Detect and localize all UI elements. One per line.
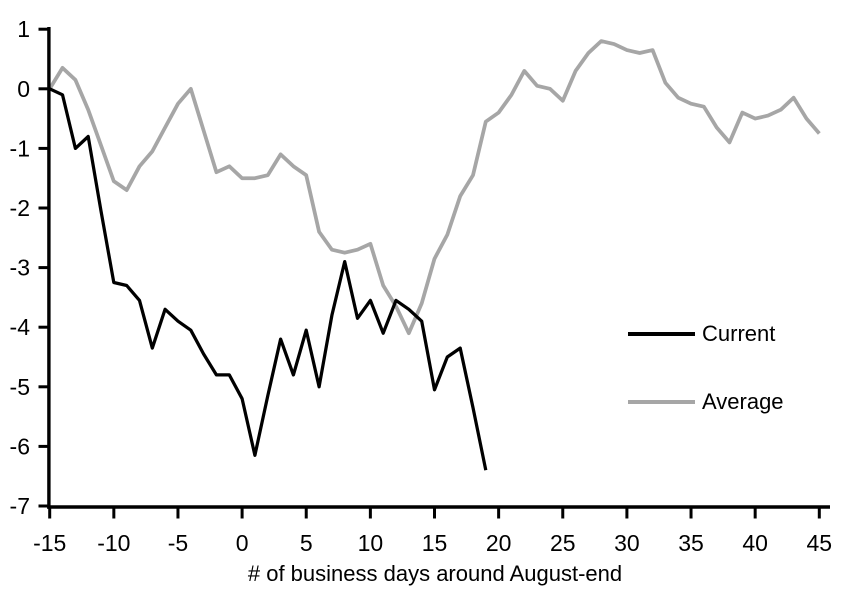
average-line-swatch (628, 400, 695, 404)
y-tick-label: -5 (10, 374, 30, 400)
y-tick-label: 0 (17, 76, 30, 102)
legend-item-current: Current (628, 321, 775, 347)
x-tick-label: 0 (236, 530, 249, 556)
y-tick-label: -6 (10, 433, 30, 459)
x-tick-label: 5 (300, 530, 313, 556)
x-tick-label: 20 (486, 530, 512, 556)
x-tick-label: 30 (614, 530, 640, 556)
x-axis-title: # of business days around August-end (247, 561, 623, 586)
x-tick-label: 40 (742, 530, 768, 556)
x-tick-label: 10 (358, 530, 384, 556)
series-average (48, 39, 821, 336)
x-tick-label: -15 (33, 530, 66, 556)
x-tick-label: -5 (168, 530, 188, 556)
y-tick-label: -3 (10, 255, 30, 281)
x-tick-label: 35 (678, 530, 704, 556)
x-tick-label: -10 (97, 530, 130, 556)
series-current (49, 87, 488, 471)
current-line-swatch (628, 332, 695, 336)
y-tick-label: 1 (17, 16, 30, 42)
y-tick-label: -2 (10, 195, 30, 221)
y-tick-label: -1 (10, 135, 30, 161)
x-tick-label: 15 (422, 530, 448, 556)
y-tick-label: -4 (10, 314, 31, 340)
x-tick-label: 25 (550, 530, 576, 556)
x-tick-label: 45 (807, 530, 833, 556)
legend-item-average: Average (628, 389, 784, 415)
legend-label-average: Average (702, 389, 784, 414)
y-tick-label: -7 (10, 493, 30, 519)
legend-label-current: Current (702, 321, 776, 346)
